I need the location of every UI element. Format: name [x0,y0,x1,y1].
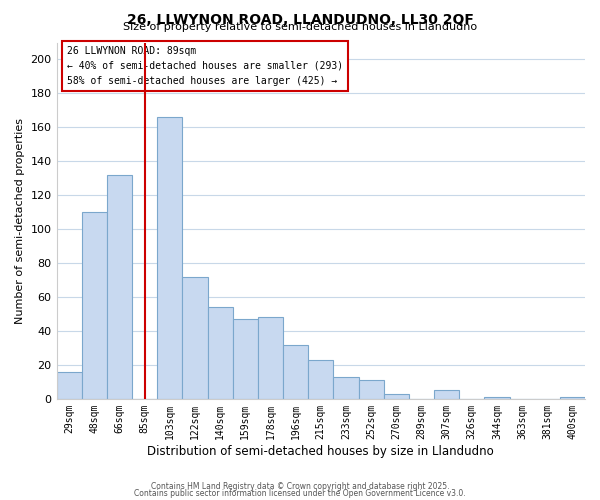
Bar [182,276,208,399]
Text: 26 LLWYNON ROAD: 89sqm
← 40% of semi-detached houses are smaller (293)
58% of se: 26 LLWYNON ROAD: 89sqm ← 40% of semi-det… [67,46,343,86]
X-axis label: Distribution of semi-detached houses by size in Llandudno: Distribution of semi-detached houses by … [148,444,494,458]
Bar [308,360,334,399]
Bar [208,307,233,399]
Bar [334,377,359,399]
Bar [484,397,509,399]
Text: Contains HM Land Registry data © Crown copyright and database right 2025.: Contains HM Land Registry data © Crown c… [151,482,449,491]
Bar [157,117,182,399]
Bar [107,175,132,399]
Bar [434,390,459,399]
Bar [82,212,107,399]
Bar [359,380,383,399]
Text: Contains public sector information licensed under the Open Government Licence v3: Contains public sector information licen… [134,489,466,498]
Bar [560,397,585,399]
Bar [233,319,258,399]
Bar [258,318,283,399]
Bar [383,394,409,399]
Bar [56,372,82,399]
Text: 26, LLWYNON ROAD, LLANDUDNO, LL30 2QF: 26, LLWYNON ROAD, LLANDUDNO, LL30 2QF [127,12,473,26]
Text: Size of property relative to semi-detached houses in Llandudno: Size of property relative to semi-detach… [123,22,477,32]
Y-axis label: Number of semi-detached properties: Number of semi-detached properties [15,118,25,324]
Bar [283,344,308,399]
